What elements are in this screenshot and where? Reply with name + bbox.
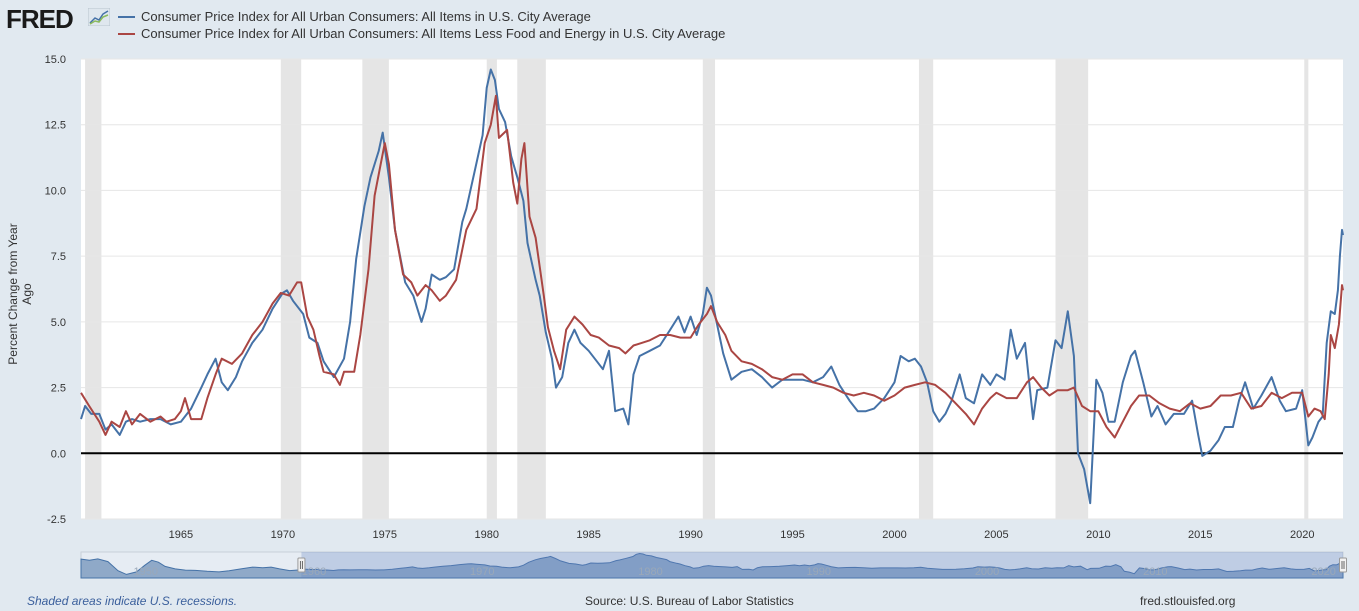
x-tick-label: 2000 <box>882 529 906 541</box>
navigator-label: 1980 <box>638 566 662 578</box>
recession-band <box>1055 59 1089 519</box>
recession-note: Shaded areas indicate U.S. recessions. <box>27 594 238 608</box>
navigator-label: 1960 <box>302 566 326 578</box>
fred-url-link[interactable]: fred.stlouisfed.org <box>1140 594 1236 608</box>
navigator-handle-left[interactable] <box>297 557 306 573</box>
y-tick-label: 12.5 <box>45 120 66 132</box>
y-tick-label: 15.0 <box>45 54 66 66</box>
recession-band <box>486 59 497 519</box>
x-tick-labels: 1965 1970 1975 1980 1985 1990 1995 2000 2005 2010… <box>169 529 1315 541</box>
navigator-area <box>80 552 1344 579</box>
legend-label-core-cpi: Consumer Price Index for All Urban Consu… <box>141 26 726 41</box>
y-tick-label: 0.0 <box>51 448 66 460</box>
legend-item-core-cpi[interactable]: Consumer Price Index for All Urban Consu… <box>118 25 725 42</box>
recession-band <box>702 59 716 519</box>
series-line-cpi <box>80 68 1344 505</box>
x-tick-label: 1985 <box>576 529 600 541</box>
y-tick-label: 5.0 <box>51 317 66 329</box>
legend-item-cpi[interactable]: Consumer Price Index for All Urban Consu… <box>118 8 725 25</box>
recession-band <box>1304 59 1309 519</box>
y-tick-label: 7.5 <box>51 251 66 263</box>
x-tick-label: 2020 <box>1290 529 1314 541</box>
legend-label-cpi: Consumer Price Index for All Urban Consu… <box>141 9 591 24</box>
x-tick-label: 2005 <box>984 529 1008 541</box>
navigator-label: 1990 <box>807 566 831 578</box>
x-tick-label: 2015 <box>1188 529 1212 541</box>
x-tick-label: 1975 <box>373 529 397 541</box>
y-tick-labels: -2.5 0.0 2.5 5.0 7.5 10.0 12.5 15.0 <box>45 54 66 526</box>
y-tick-label: 2.5 <box>51 383 66 395</box>
navigator[interactable]: 1950 1960 1970 1980 1990 2000 2010 2020 <box>80 551 1347 579</box>
series-line-core-cpi <box>80 94 1344 439</box>
navigator-selection <box>301 552 1343 578</box>
y-tick-label: -2.5 <box>47 514 66 526</box>
navigator-label: 1950 <box>133 566 157 578</box>
x-tick-label: 1980 <box>474 529 498 541</box>
recession-band <box>85 59 102 519</box>
navigator-label: 2000 <box>975 566 999 578</box>
x-tick-label: 1995 <box>780 529 804 541</box>
y-tick-label: 10.0 <box>45 185 66 197</box>
navigator-label: 1970 <box>470 566 494 578</box>
recession-band <box>280 59 302 519</box>
navigator-label: 2010 <box>1143 566 1167 578</box>
fred-logo[interactable]: FRED <box>6 4 74 34</box>
legend-swatch-cpi <box>118 15 135 18</box>
x-tick-label: 1990 <box>678 529 702 541</box>
x-tick-label: 1970 <box>271 529 295 541</box>
chart-legend: Consumer Price Index for All Urban Consu… <box>118 8 725 42</box>
recession-band <box>517 59 546 519</box>
navigator-handle-right[interactable] <box>1339 557 1347 573</box>
x-tick-label: 2010 <box>1086 529 1110 541</box>
gridlines <box>81 58 1343 520</box>
recession-band <box>918 59 934 519</box>
series-lines <box>80 68 1344 505</box>
source-text: Source: U.S. Bureau of Labor Statistics <box>585 594 794 608</box>
x-tick-label: 1965 <box>169 529 193 541</box>
navigator-label: 2020 <box>1311 566 1335 578</box>
fred-logo-chart-icon <box>88 8 110 26</box>
legend-swatch-core-cpi <box>118 32 135 35</box>
